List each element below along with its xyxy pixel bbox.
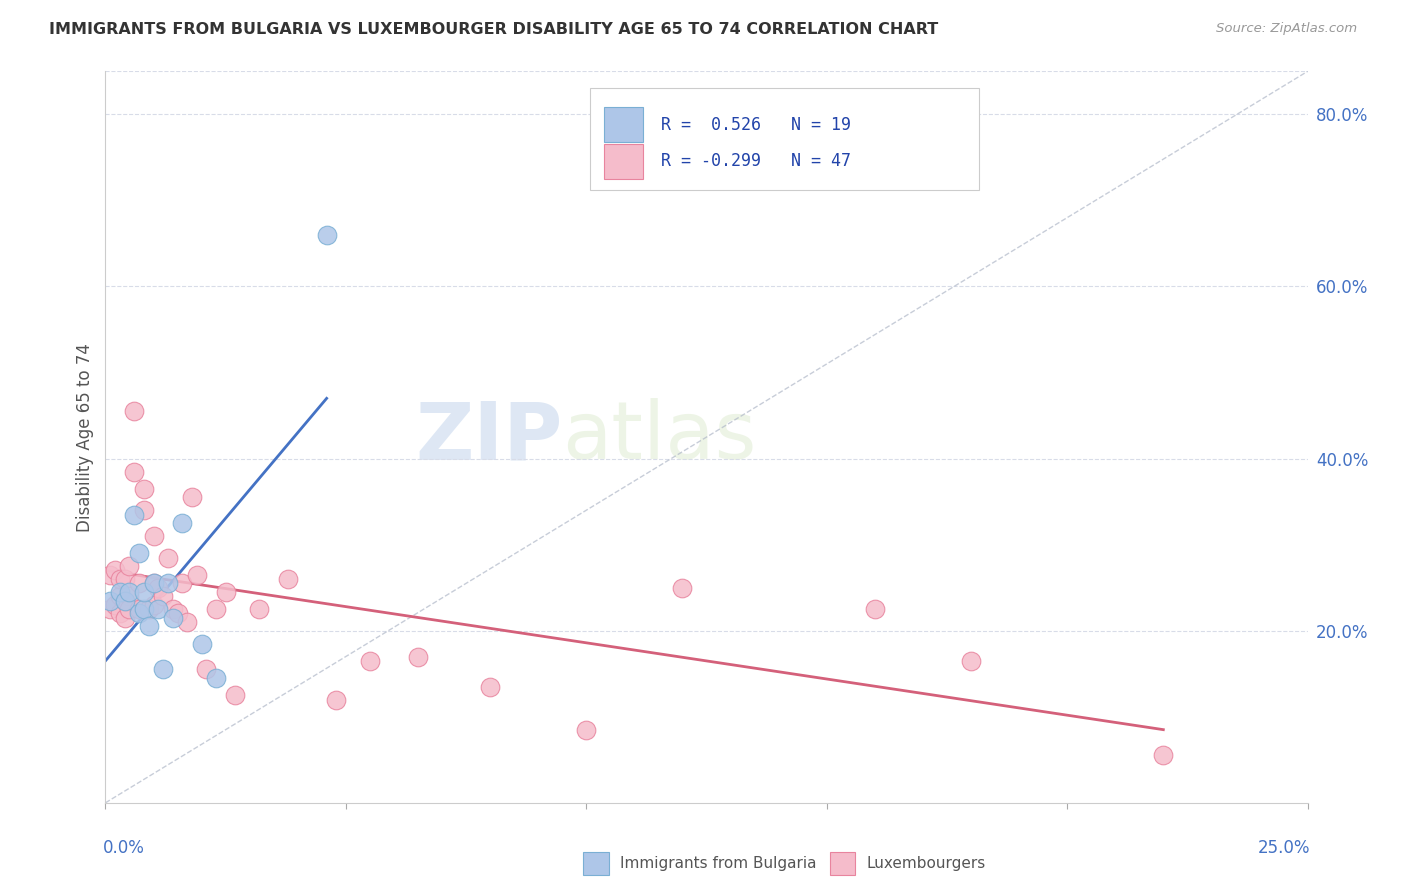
Text: Immigrants from Bulgaria: Immigrants from Bulgaria	[620, 856, 817, 871]
Point	[166, 607, 188, 621]
Point	[124, 508, 146, 522]
Point	[195, 662, 218, 676]
Y-axis label: Disability Age 65 to 74: Disability Age 65 to 74	[76, 343, 94, 532]
Point	[114, 572, 136, 586]
Point	[142, 529, 165, 543]
Point	[247, 602, 270, 616]
Point	[118, 589, 141, 603]
Text: 0.0%: 0.0%	[103, 839, 145, 857]
Point	[148, 602, 170, 616]
Point	[152, 589, 174, 603]
Point	[479, 680, 502, 694]
Point	[181, 491, 204, 505]
Point	[128, 602, 150, 616]
Bar	[605, 144, 643, 179]
Point	[132, 503, 155, 517]
Point	[315, 227, 337, 242]
Point	[575, 723, 598, 737]
Point	[104, 564, 127, 578]
Point	[172, 516, 194, 530]
Point	[108, 589, 131, 603]
Point	[138, 602, 160, 616]
Point	[190, 637, 212, 651]
Point	[205, 602, 228, 616]
Point	[98, 593, 121, 607]
Point	[124, 465, 146, 479]
Text: 25.0%: 25.0%	[1257, 839, 1310, 857]
Point	[148, 581, 170, 595]
Point	[359, 654, 381, 668]
FancyBboxPatch shape	[591, 88, 980, 190]
Point	[277, 572, 299, 586]
Text: ZIP: ZIP	[415, 398, 562, 476]
Point	[214, 585, 236, 599]
Point	[960, 654, 983, 668]
Point	[128, 607, 150, 621]
Point	[118, 602, 141, 616]
Point	[1152, 748, 1174, 763]
Point	[176, 615, 198, 629]
Point	[108, 607, 131, 621]
Point	[156, 576, 179, 591]
Point	[224, 688, 246, 702]
Point	[186, 567, 208, 582]
Bar	[605, 107, 643, 143]
Point	[138, 619, 160, 633]
Point	[118, 585, 141, 599]
Point	[128, 546, 150, 560]
Point	[205, 671, 228, 685]
Point	[114, 593, 136, 607]
Point	[172, 576, 194, 591]
Point	[325, 692, 347, 706]
Text: R = -0.299   N = 47: R = -0.299 N = 47	[661, 153, 851, 170]
Text: R =  0.526   N = 19: R = 0.526 N = 19	[661, 116, 851, 134]
Point	[132, 585, 155, 599]
Point	[132, 602, 155, 616]
Text: IMMIGRANTS FROM BULGARIA VS LUXEMBOURGER DISABILITY AGE 65 TO 74 CORRELATION CHA: IMMIGRANTS FROM BULGARIA VS LUXEMBOURGER…	[49, 22, 938, 37]
Point	[142, 576, 165, 591]
Point	[863, 602, 886, 616]
Text: Source: ZipAtlas.com: Source: ZipAtlas.com	[1216, 22, 1357, 36]
Point	[142, 598, 165, 612]
Point	[671, 581, 693, 595]
Point	[156, 550, 179, 565]
Point	[104, 598, 127, 612]
Point	[406, 649, 429, 664]
Point	[118, 559, 141, 574]
Point	[162, 602, 184, 616]
Point	[162, 611, 184, 625]
Point	[124, 404, 146, 418]
Text: Luxembourgers: Luxembourgers	[866, 856, 986, 871]
Point	[98, 602, 121, 616]
Point	[142, 576, 165, 591]
Point	[108, 585, 131, 599]
Point	[128, 576, 150, 591]
Point	[132, 482, 155, 496]
Point	[114, 593, 136, 607]
Point	[98, 567, 121, 582]
Point	[152, 662, 174, 676]
Text: atlas: atlas	[562, 398, 756, 476]
Point	[108, 572, 131, 586]
Point	[114, 611, 136, 625]
